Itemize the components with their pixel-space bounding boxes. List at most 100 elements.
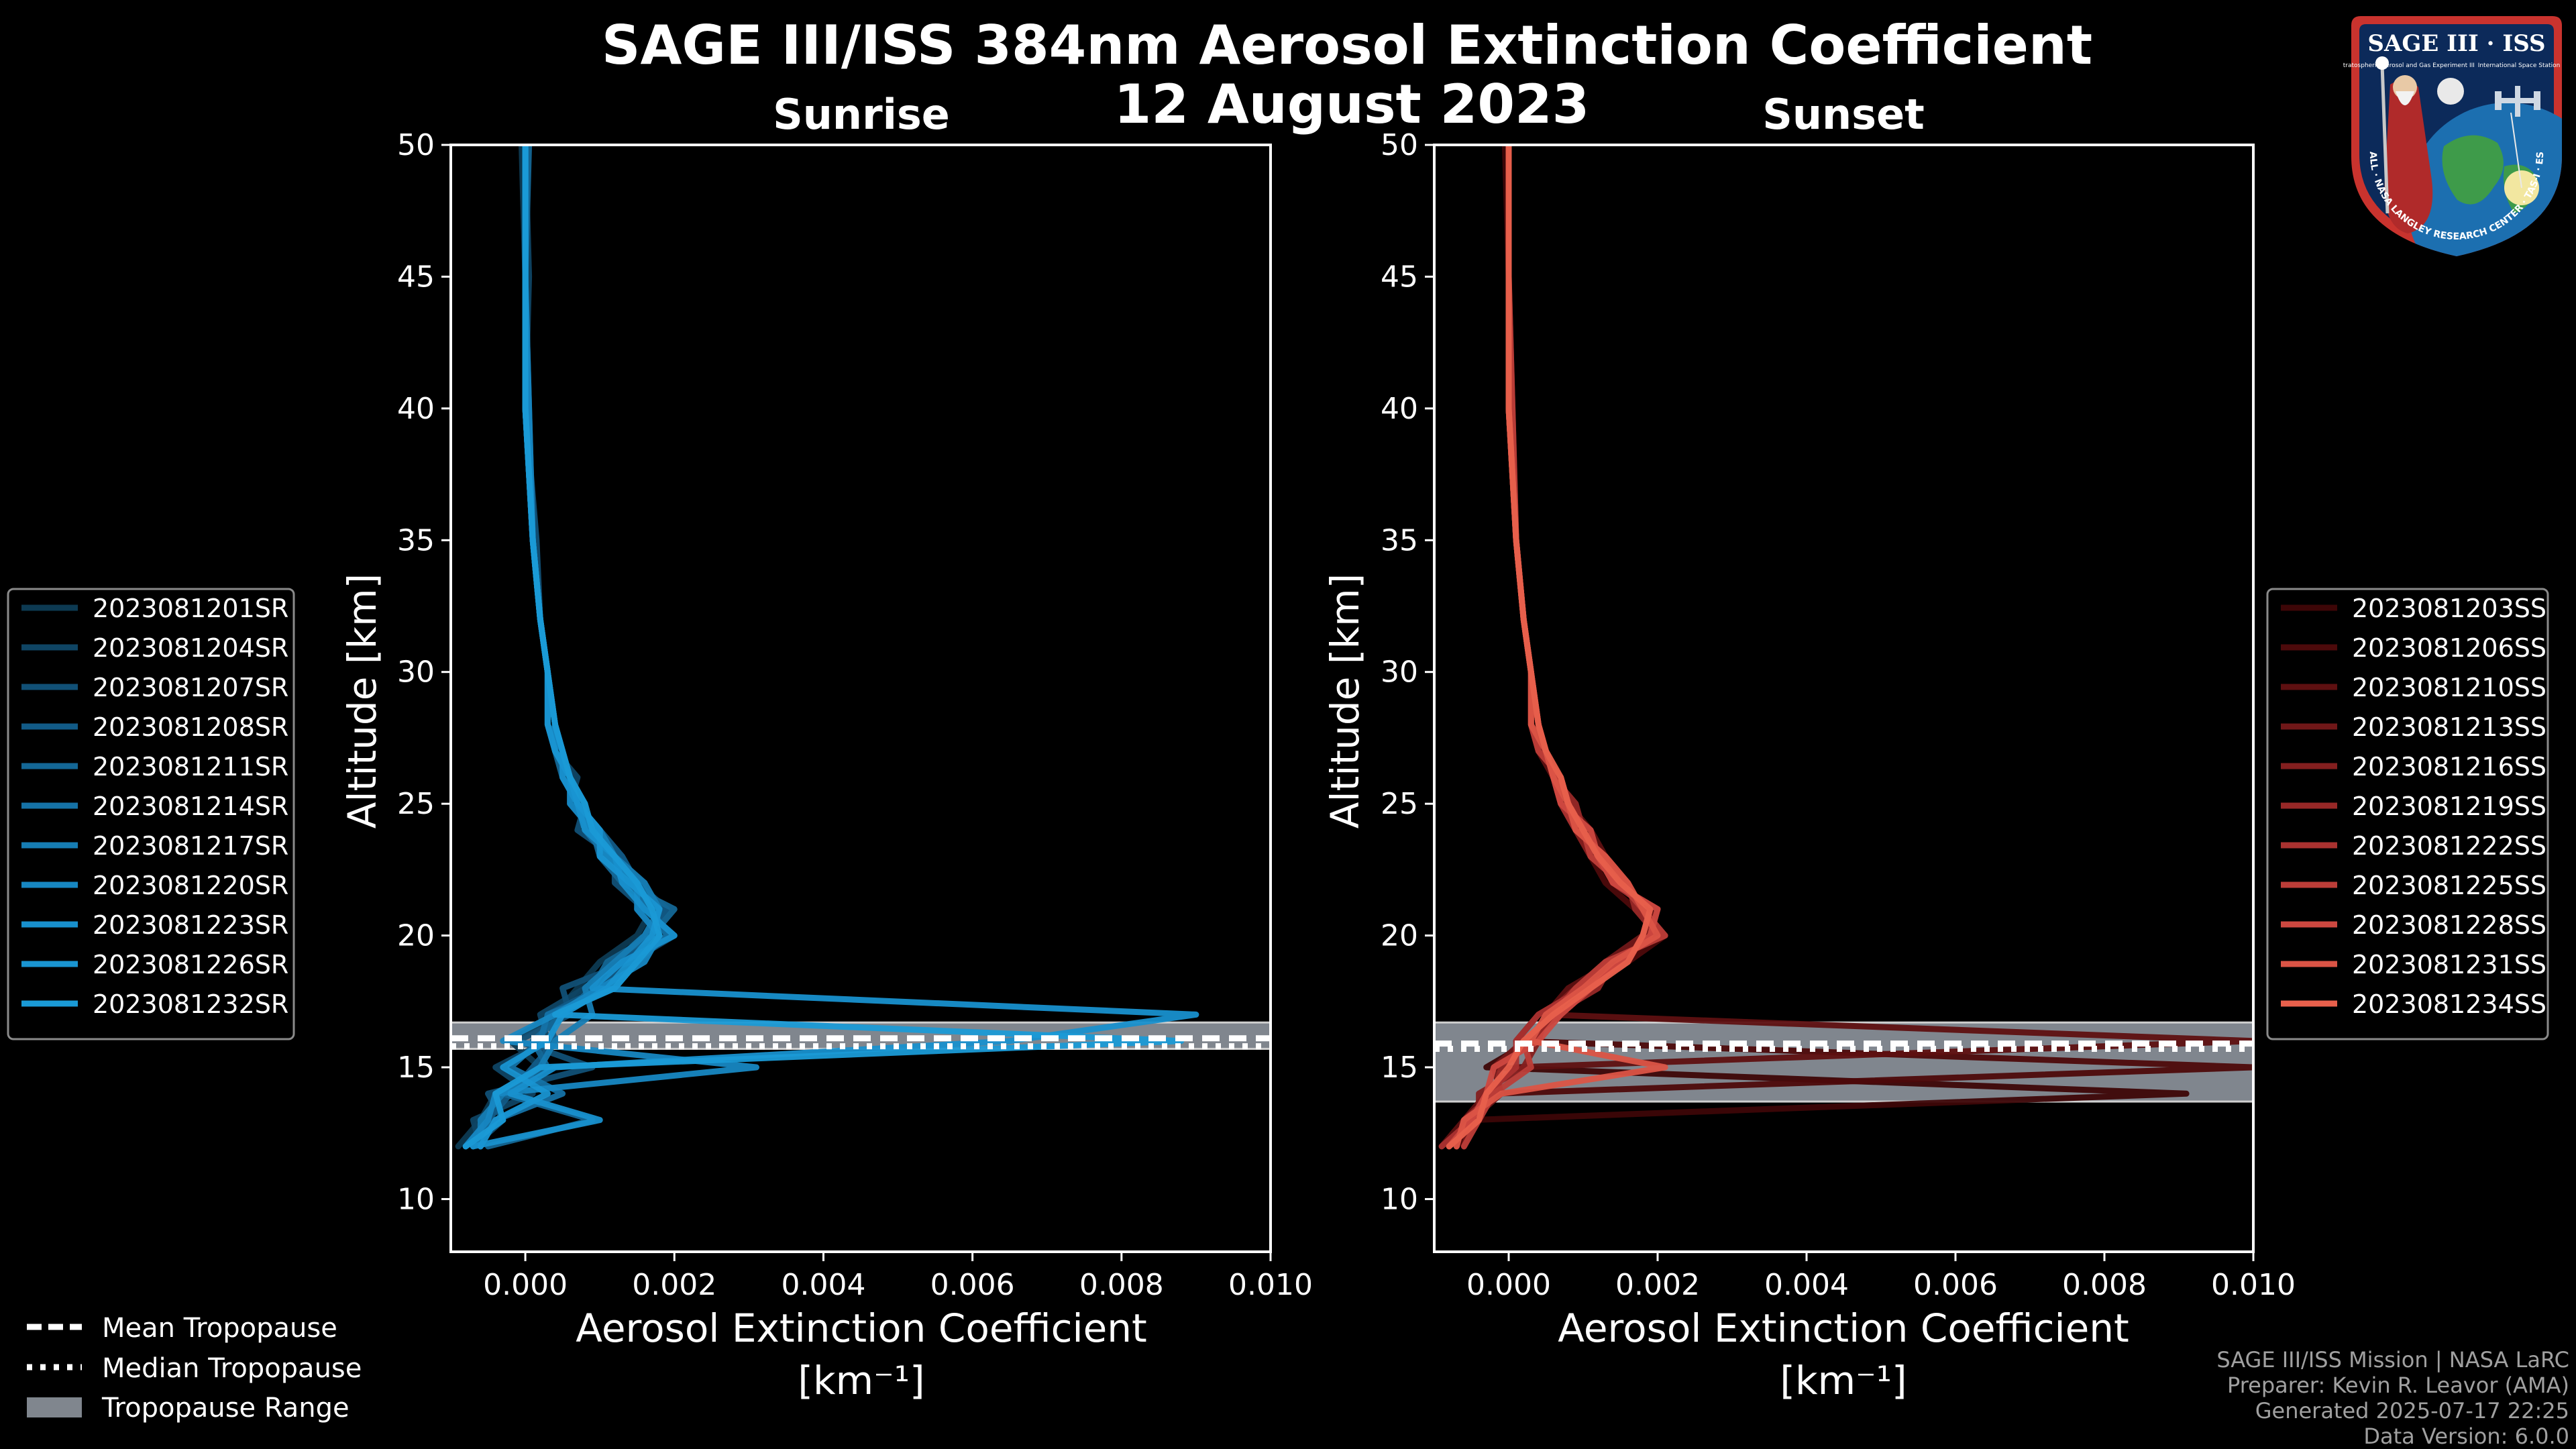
- logo-name: SAGE III · ISS: [2367, 30, 2545, 57]
- median-tropopause-label: Median Tropopause: [102, 1353, 362, 1384]
- legend-label-2023081223SR: 2023081223SR: [93, 910, 288, 940]
- logo-subtitle: Stratospheric Aerosol and Gas Experiment…: [2343, 62, 2475, 69]
- y-tick-label: 25: [1381, 787, 1418, 821]
- footer: SAGE III/ISS Mission | NASA LaRC Prepare…: [2216, 1347, 2569, 1449]
- y-tick-label: 20: [397, 919, 435, 953]
- sunset-profiles: [1438, 145, 2253, 1150]
- sunrise-legend-frame: [7, 588, 295, 1040]
- sunset-xunit: [km⁻¹]: [1780, 1358, 1907, 1403]
- x-tick-label: 0.004: [1764, 1268, 1849, 1302]
- legend-label-2023081231SS: 2023081231SS: [2352, 950, 2546, 979]
- legend-label-2023081207SR: 2023081207SR: [93, 673, 288, 702]
- legend-label-2023081234SS: 2023081234SS: [2352, 989, 2546, 1019]
- y-tick-label: 15: [1381, 1051, 1418, 1085]
- sunset-title: Sunset: [1762, 90, 1925, 139]
- profile-2023081216SS: [1446, 145, 1654, 1150]
- sunset-panel: Sunset 0.000 0.002 0.004 0.006 0.008 0.010 10 1…: [1322, 90, 2296, 1403]
- x-tick-label: 0.000: [1466, 1268, 1551, 1302]
- legend-label-2023081210SS: 2023081210SS: [2352, 673, 2546, 702]
- wizard-beard-icon: [2396, 91, 2414, 105]
- legend-label-2023081206SS: 2023081206SS: [2352, 633, 2546, 663]
- x-tick-label: 0.010: [1228, 1268, 1313, 1302]
- legend-label-2023081204SR: 2023081204SR: [93, 633, 288, 663]
- y-tick-label: 45: [397, 260, 435, 294]
- x-tick-label: 0.002: [1615, 1268, 1700, 1302]
- sunset-legend: 2023081203SS 2023081206SS 2023081210SS 2023…: [2266, 588, 2549, 1040]
- figure-date: 12 August 2023: [1114, 73, 1590, 136]
- x-tick-label: 0.008: [1079, 1268, 1164, 1302]
- legend-label-2023081219SS: 2023081219SS: [2352, 792, 2546, 821]
- sunset-ylabel: Altitude [km]: [1322, 574, 1368, 828]
- moon-icon: [2437, 78, 2464, 105]
- sunset-xlabel: Aerosol Extinction Coefficient: [1558, 1305, 2129, 1351]
- sunrise-panel: Sunrise 0.000 0.002 0.004 0.006 0.008 0.010 10…: [339, 90, 1313, 1403]
- x-tick-label: 0.010: [2211, 1268, 2296, 1302]
- y-tick-label: 25: [397, 787, 435, 821]
- tropopause-range-swatch: [27, 1397, 82, 1417]
- x-tick-label: 0.006: [1913, 1268, 1998, 1302]
- occultation-beam-icon: [2510, 112, 2522, 189]
- staff-orb-icon: [2375, 56, 2389, 70]
- continent-icon: [2442, 135, 2504, 205]
- y-tick-label: 50: [397, 128, 435, 162]
- tropopause-range-label: Tropopause Range: [101, 1393, 350, 1424]
- sunset-axes-frame: [1433, 144, 2255, 1253]
- legend-label-2023081232SR: 2023081232SR: [93, 989, 288, 1019]
- y-tick-label: 45: [1381, 260, 1418, 294]
- legend-label-2023081217SR: 2023081217SR: [93, 831, 288, 861]
- mean-tropopause-label: Mean Tropopause: [102, 1313, 337, 1344]
- y-tick-label: 15: [397, 1051, 435, 1085]
- sunset-plot-area: 0.000 0.002 0.004 0.006 0.008 0.010 10 15 20 25 30…: [1381, 128, 2296, 1302]
- sage-iii-iss-logo: SAGE III · ISS Stratospheric Aerosol and…: [2343, 12, 2562, 256]
- logo-station-text: International Space Station: [2478, 62, 2561, 69]
- profile-2023081232SR: [462, 145, 1185, 1150]
- profile-2023081219SS: [1453, 145, 1661, 1150]
- figure-title: SAGE III/ISS 384nm Aerosol Extinction Co…: [602, 14, 2092, 76]
- tropopause-legend: Mean Tropopause Median Tropopause Tropop…: [27, 1313, 362, 1424]
- sunrise-plot-area: 0.000 0.002 0.004 0.006 0.008 0.010 10 15 20 25 30…: [397, 128, 1313, 1302]
- sunrise-profiles: [455, 145, 1199, 1150]
- y-tick-label: 30: [397, 655, 435, 690]
- footer-generated: Generated 2025-07-17 22:25: [2255, 1398, 2569, 1424]
- x-tick-label: 0.008: [2062, 1268, 2147, 1302]
- legend-label-2023081213SS: 2023081213SS: [2352, 712, 2546, 742]
- y-tick-label: 35: [1381, 523, 1418, 557]
- legend-label-2023081208SR: 2023081208SR: [93, 712, 288, 742]
- wizard-figure-icon: [2384, 79, 2433, 233]
- y-tick-label: 10: [397, 1182, 435, 1216]
- legend-label-2023081225SS: 2023081225SS: [2352, 871, 2546, 900]
- legend-label-2023081214SR: 2023081214SR: [93, 792, 288, 821]
- profile-2023081228SS: [1446, 145, 1661, 1150]
- x-tick-label: 0.000: [483, 1268, 568, 1302]
- y-tick-label: 30: [1381, 655, 1418, 690]
- sunrise-axes-frame: [449, 144, 1272, 1253]
- sunrise-title: Sunrise: [773, 90, 950, 139]
- profile-2023081234SS: [1446, 145, 1654, 1150]
- legend-label-2023081201SR: 2023081201SR: [93, 594, 288, 623]
- legend-label-2023081203SS: 2023081203SS: [2352, 594, 2546, 623]
- sunset-legend-frame: [2266, 588, 2549, 1040]
- y-tick-label: 50: [1381, 128, 1418, 162]
- x-tick-label: 0.004: [781, 1268, 865, 1302]
- y-tick-label: 40: [397, 392, 435, 426]
- sunrise-ylabel: Altitude [km]: [339, 574, 385, 828]
- sunrise-legend: 2023081201SR 2023081204SR 2023081207SR 2023…: [7, 588, 295, 1040]
- space-station-icon: [2495, 86, 2540, 117]
- footer-preparer: Preparer: Kevin R. Leavor (AMA): [2227, 1373, 2569, 1398]
- legend-label-2023081216SS: 2023081216SS: [2352, 752, 2546, 782]
- legend-label-2023081211SR: 2023081211SR: [93, 752, 288, 782]
- profile-2023081201SR: [455, 145, 655, 1150]
- x-tick-label: 0.002: [632, 1268, 716, 1302]
- legend-label-2023081220SR: 2023081220SR: [93, 871, 288, 900]
- x-tick-label: 0.006: [930, 1268, 1015, 1302]
- wizard-staff-icon: [2380, 64, 2390, 214]
- y-tick-label: 10: [1381, 1182, 1418, 1216]
- y-tick-label: 35: [397, 523, 435, 557]
- legend-label-2023081228SS: 2023081228SS: [2352, 910, 2546, 940]
- y-tick-label: 40: [1381, 392, 1418, 426]
- legend-label-2023081222SS: 2023081222SS: [2352, 831, 2546, 861]
- footer-version: Data Version: 6.0.0: [2363, 1424, 2569, 1449]
- sunrise-xlabel: Aerosol Extinction Coefficient: [576, 1305, 1147, 1351]
- profile-2023081222SS: [1438, 145, 1654, 1150]
